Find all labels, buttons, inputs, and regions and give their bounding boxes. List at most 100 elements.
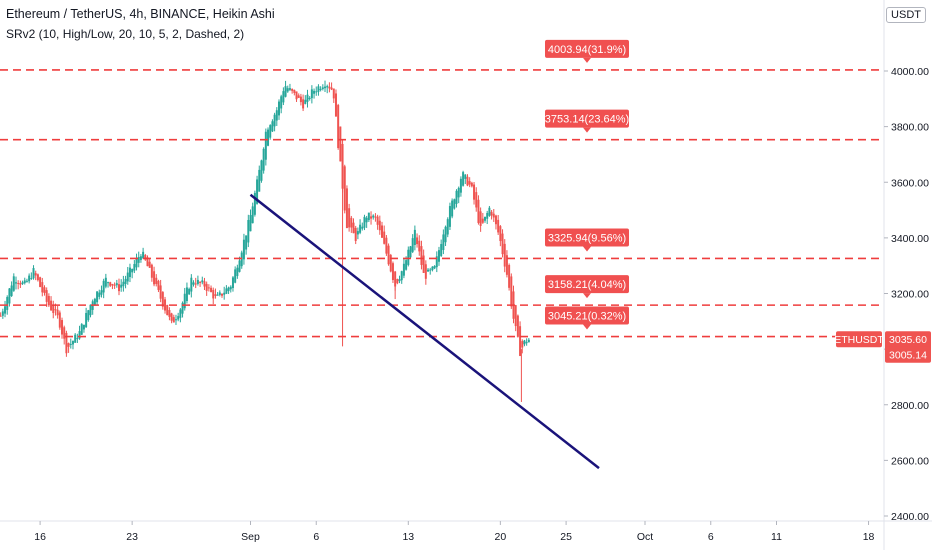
candle-body <box>411 238 414 252</box>
candle-body <box>19 283 22 285</box>
candle-body <box>396 279 399 284</box>
candle-body <box>337 105 340 149</box>
y-tick-label: 3200.00 <box>891 289 929 301</box>
candle-body <box>61 320 64 335</box>
sr-level-box <box>545 306 629 325</box>
candle-body <box>159 285 162 299</box>
current-price-label: 3035.60 <box>889 334 927 346</box>
candle-body <box>205 283 208 291</box>
candle-body <box>492 213 495 218</box>
candle-body <box>402 263 405 276</box>
sr-level-pointer <box>583 127 591 133</box>
candle-body <box>65 332 68 354</box>
candle-body <box>32 268 35 279</box>
candle-body <box>275 110 278 121</box>
candle-body <box>21 282 24 284</box>
candle-body <box>247 219 250 243</box>
candle-body <box>324 86 327 89</box>
candle-body <box>339 126 342 162</box>
candle-body <box>126 272 129 282</box>
candle-body <box>25 280 28 282</box>
candle-body <box>1 311 4 316</box>
candle-body <box>135 258 138 268</box>
candle-body <box>435 256 438 268</box>
candle-body <box>516 315 519 337</box>
candle-body <box>503 243 506 267</box>
candle-body <box>131 268 134 273</box>
candle-body <box>148 261 151 268</box>
candle-body <box>242 239 245 260</box>
candle-body <box>523 340 526 345</box>
candle-body <box>334 93 337 117</box>
chart-title: Ethereum / TetherUS, 4h, BINANCE, Heikin… <box>6 7 275 21</box>
candle-body <box>444 226 447 243</box>
candle-body <box>510 276 513 307</box>
candle-body <box>181 302 184 314</box>
candle-body <box>451 200 454 217</box>
candle-body <box>82 324 85 330</box>
candle-body <box>139 256 142 260</box>
candle-body <box>431 266 434 271</box>
candle-body <box>43 287 46 293</box>
candle-body <box>249 215 252 232</box>
trendline-group <box>249 193 600 470</box>
candle-body <box>477 199 480 223</box>
candle-body <box>424 264 427 279</box>
candle-body <box>409 246 412 258</box>
candle-body <box>120 284 123 288</box>
candle-body <box>433 265 436 269</box>
candle-body <box>155 277 158 285</box>
sr-level-pointer <box>583 57 591 63</box>
candle-body <box>317 86 320 92</box>
candle-body <box>227 287 230 292</box>
indicator-legend[interactable]: SRv2 (10, High/Low, 20, 10, 5, 2, Dashed… <box>6 27 245 41</box>
currency-button[interactable]: USDT <box>886 7 926 23</box>
candle-body <box>462 172 465 186</box>
candle-body <box>122 281 125 287</box>
candle-body <box>260 160 263 181</box>
candle-body <box>385 237 388 254</box>
candle-body <box>137 257 140 263</box>
candle-body <box>525 342 528 344</box>
candle-body <box>499 226 502 242</box>
candle-body <box>256 179 259 204</box>
candle-body <box>356 231 359 235</box>
candle-body <box>455 190 458 204</box>
candle-body <box>299 96 302 103</box>
candle-body <box>350 217 353 228</box>
candle-body <box>76 338 79 340</box>
candle-body <box>374 216 377 218</box>
candle-body <box>199 281 202 283</box>
candle-body <box>271 121 274 132</box>
x-tick-label: 18 <box>863 531 875 543</box>
candle-body <box>168 310 171 317</box>
candle-body <box>201 280 204 283</box>
candle-body <box>36 274 39 281</box>
candle-body <box>161 292 164 307</box>
candle-body <box>288 88 291 90</box>
y-tick-label: 3800.00 <box>891 122 929 134</box>
candle-body <box>295 91 298 100</box>
candle-body <box>437 250 440 262</box>
candle-body <box>54 309 57 311</box>
candle-body <box>313 90 316 94</box>
symbol-tag-label: ETHUSDT <box>834 334 884 346</box>
candle-body <box>30 278 33 280</box>
candle-body <box>427 269 430 272</box>
candle-body <box>124 278 127 284</box>
candle-body <box>269 125 272 138</box>
candle-body <box>514 305 517 327</box>
candle-body <box>109 282 112 286</box>
candle-body <box>78 331 81 339</box>
candle-body <box>519 326 522 356</box>
candle-body <box>238 260 241 272</box>
candle-body <box>376 216 379 225</box>
sr-level-pointer <box>583 324 591 330</box>
candle-body <box>192 282 195 285</box>
candle-body <box>133 264 136 271</box>
candle-body <box>501 233 504 255</box>
candle-body <box>245 235 248 250</box>
candle-body <box>118 284 120 292</box>
